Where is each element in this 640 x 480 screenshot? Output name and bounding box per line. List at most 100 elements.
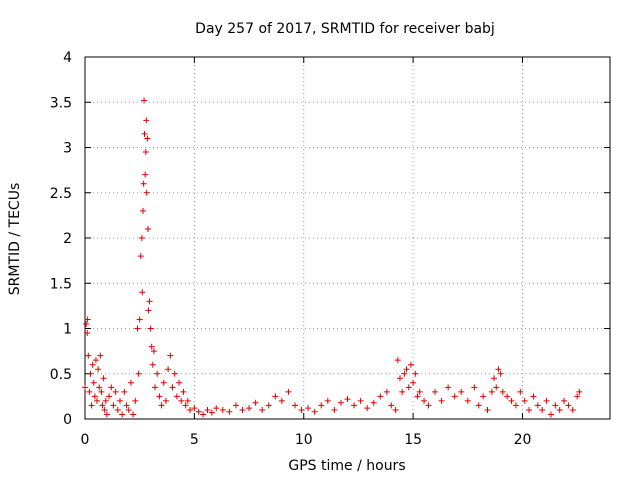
data-point [495,366,502,373]
data-point [547,411,554,418]
data-point [364,405,371,412]
data-point [305,405,312,412]
data-point [351,402,358,409]
data-point [399,388,406,395]
data-point [394,357,401,364]
data-point [561,397,568,404]
data-point [187,406,193,413]
data-point [146,298,153,305]
data-point [574,393,581,400]
data-point [410,379,417,386]
y-tick-label: 3.5 [50,95,72,111]
data-point [127,379,134,386]
data-point [298,406,305,413]
data-point [94,397,101,404]
data-point [135,370,142,377]
y-tick-label: 0.5 [50,367,72,383]
data-point [150,348,157,355]
data-point [407,361,414,368]
data-point [517,388,524,395]
y-tick-label: 0 [63,412,72,428]
y-tick-label: 1.5 [50,276,72,292]
data-point [162,397,169,404]
data-point [204,406,211,413]
x-tick-label: 15 [404,432,422,448]
data-point [576,388,583,395]
data-point [497,370,504,377]
data-point [176,379,183,386]
data-point [86,388,93,395]
data-point [110,402,117,409]
data-point [143,189,150,196]
data-point [239,406,246,413]
data-point [147,325,154,332]
data-point [392,406,399,413]
data-point [318,402,325,409]
data-point [278,397,285,404]
data-point [96,384,103,391]
data-point [232,402,239,409]
data-point [89,361,96,368]
data-point [208,409,215,416]
data-point [397,375,403,382]
data-point [200,411,207,418]
x-tick-label: 5 [190,432,199,448]
data-point [246,405,253,412]
data-point [145,307,152,314]
data-point [178,397,185,404]
data-point [344,396,351,403]
data-point [416,388,423,395]
data-point [182,402,189,409]
data-point [552,402,559,409]
data-point [92,357,99,364]
data-point [425,402,432,409]
x-tick-label: 20 [514,432,532,448]
data-point [83,320,90,327]
data-point [556,406,563,413]
data-point [508,397,515,404]
data-point [98,388,105,395]
x-axis-label: GPS time / hours [288,458,405,474]
data-point [530,393,537,400]
data-point [99,402,106,409]
plot-frame [84,56,611,420]
data-point [145,225,151,232]
data-point [180,388,187,395]
data-point [125,406,132,413]
data-point [102,397,109,404]
x-tick-label: 0 [81,432,90,448]
data-point [539,406,546,413]
data-point [134,325,141,332]
data-point [156,393,163,400]
chart-title: Day 257 of 2017, SRMTID for receiver bab… [195,21,495,37]
data-point [512,402,519,409]
data-point [112,388,119,395]
data-point [405,384,412,391]
data-point [565,402,572,409]
data-point [213,405,220,412]
data-point [480,393,487,400]
data-point [464,397,471,404]
data-point [101,406,108,413]
data-point [292,402,298,409]
y-tick-label: 2.5 [50,186,72,202]
data-point [142,171,149,178]
data-point [117,397,123,404]
data-point [100,375,107,382]
data-point [82,384,88,391]
data-point [103,411,110,418]
data-point [132,397,139,404]
data-point [432,388,438,395]
data-point [84,330,91,337]
data-point [141,130,148,137]
data-point [165,366,172,373]
data-point [475,402,482,409]
y-tick-label: 4 [63,50,72,66]
data-point [421,397,428,404]
data-point [114,406,121,413]
y-tick-label: 3 [63,141,72,157]
data-point [272,393,279,400]
data-point [106,393,113,400]
data-point [331,406,338,413]
data-point [370,399,377,406]
